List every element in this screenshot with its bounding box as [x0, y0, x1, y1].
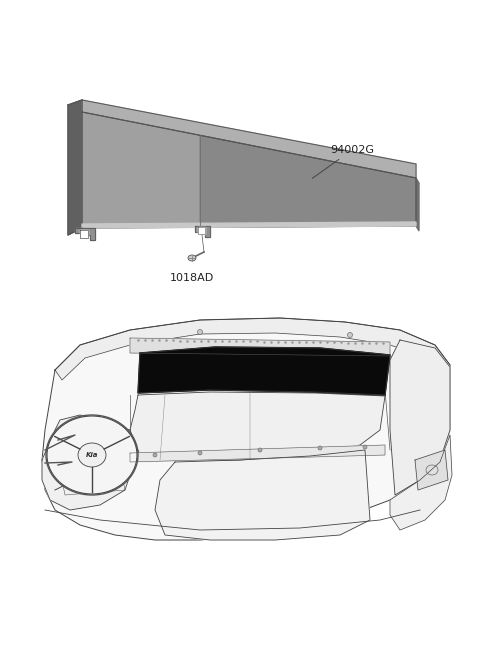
Polygon shape	[82, 222, 416, 228]
Polygon shape	[130, 338, 390, 356]
Ellipse shape	[78, 443, 106, 467]
Circle shape	[197, 329, 203, 335]
Polygon shape	[198, 227, 205, 234]
Polygon shape	[155, 450, 370, 540]
Polygon shape	[195, 226, 210, 237]
Circle shape	[318, 446, 322, 450]
Circle shape	[153, 453, 157, 457]
Polygon shape	[42, 318, 450, 540]
Circle shape	[363, 445, 367, 449]
Polygon shape	[82, 100, 416, 178]
Polygon shape	[130, 445, 385, 462]
Polygon shape	[415, 450, 448, 490]
Polygon shape	[42, 415, 135, 510]
Ellipse shape	[188, 255, 196, 261]
Circle shape	[348, 333, 352, 337]
Polygon shape	[416, 178, 419, 231]
Polygon shape	[138, 347, 390, 395]
Polygon shape	[68, 100, 82, 235]
Polygon shape	[200, 135, 416, 227]
Polygon shape	[390, 340, 450, 495]
Text: 94002G: 94002G	[312, 145, 374, 178]
Polygon shape	[130, 392, 385, 460]
Text: 1018AD: 1018AD	[170, 273, 214, 283]
Polygon shape	[80, 230, 88, 238]
Polygon shape	[82, 112, 200, 228]
Circle shape	[198, 451, 202, 455]
Polygon shape	[55, 318, 450, 380]
Text: Kia: Kia	[86, 452, 98, 458]
Polygon shape	[75, 228, 95, 240]
Ellipse shape	[47, 416, 137, 494]
Polygon shape	[390, 435, 452, 530]
Circle shape	[258, 448, 262, 452]
